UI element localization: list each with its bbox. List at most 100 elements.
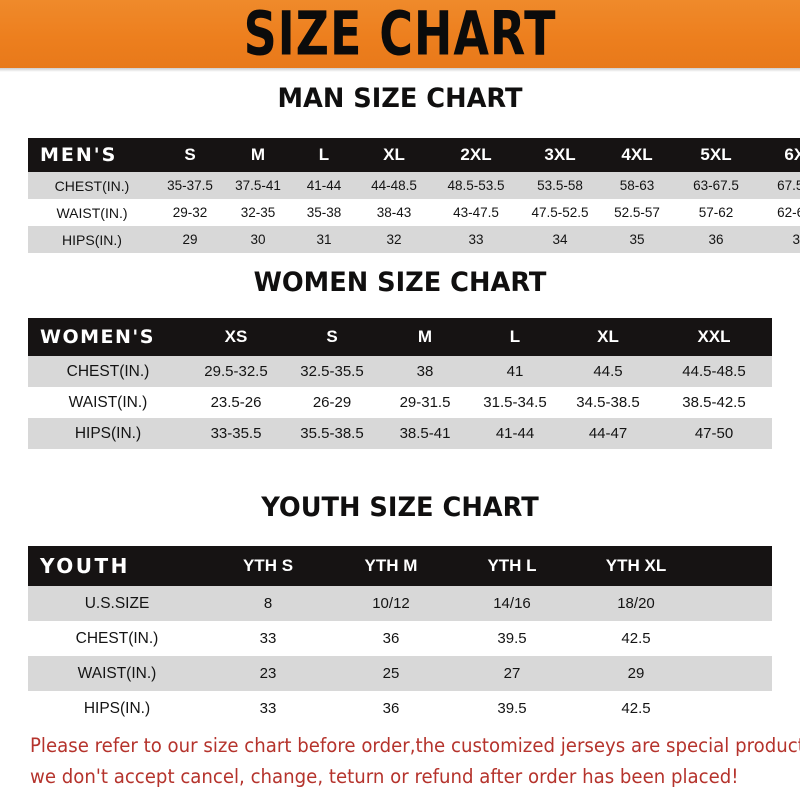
- youth-table-header-row: YOUTH YTH S YTH M YTH L YTH XL: [28, 546, 772, 586]
- cell: 67.5-72: [777, 178, 800, 193]
- table-row: U.S.SIZE 8 10/12 14/16 18/20: [28, 586, 772, 621]
- men-size-header: L: [318, 145, 330, 164]
- cell: 36: [382, 700, 400, 717]
- man-section-title: MAN SIZE CHART: [277, 83, 523, 114]
- cell: 33: [468, 232, 484, 247]
- men-size-header: XL: [383, 145, 405, 164]
- cell: 35: [629, 232, 645, 247]
- cell: 30: [250, 232, 266, 247]
- cell: 44.5: [593, 363, 623, 380]
- table-row: HIPS(IN.) 33 36 39.5 42.5: [28, 691, 772, 726]
- row-label: HIPS(IN.): [62, 231, 122, 248]
- cell: 36: [382, 630, 400, 647]
- row-label: HIPS(IN.): [83, 699, 151, 717]
- men-size-header: 5XL: [700, 145, 732, 164]
- women-header-label: WOMEN'S: [40, 326, 155, 348]
- page-banner: SIZE CHART: [0, 0, 800, 68]
- cell: 18/20: [617, 595, 655, 612]
- women-size-header: XXL: [697, 327, 731, 346]
- cell: 34: [552, 232, 568, 247]
- table-row: CHEST(IN.) 33 36 39.5 42.5: [28, 621, 772, 656]
- women-size-table: WOMEN'S XS S M L XL XXL CHEST(IN.) 29.5-…: [28, 318, 772, 449]
- cell: 29: [627, 665, 645, 682]
- cell: 32: [386, 232, 402, 247]
- youth-size-header: YTH L: [487, 556, 537, 575]
- cell: 33: [259, 630, 277, 647]
- table-row: WAIST(IN.) 23 25 27 29: [28, 656, 772, 691]
- table-row: HIPS(IN.) 29 30 31 32 33 34 35 36 37: [28, 226, 800, 253]
- banner-title: SIZE CHART: [243, 0, 557, 68]
- cell-spacer: [700, 691, 772, 726]
- cell: 33-35.5: [210, 425, 262, 442]
- cell: 29.5-32.5: [204, 363, 268, 380]
- women-table-header-row: WOMEN'S XS S M L XL XXL: [28, 318, 772, 356]
- cell: 38.5-42.5: [682, 394, 746, 411]
- cell: 58-63: [619, 178, 655, 193]
- men-size-header: 2XL: [460, 145, 492, 164]
- women-size-header: M: [417, 327, 433, 346]
- cell: 31: [316, 232, 332, 247]
- cell: 52.5-57: [614, 205, 660, 220]
- cell: 23.5-26: [210, 394, 262, 411]
- cell: 23: [259, 665, 277, 682]
- women-size-header: S: [326, 327, 338, 346]
- cell: 8: [263, 595, 273, 612]
- cell: 33: [259, 700, 277, 717]
- women-size-header: XS: [224, 327, 248, 346]
- cell: 27: [503, 665, 521, 682]
- cell: 48.5-53.5: [447, 178, 505, 193]
- row-label: CHEST(IN.): [54, 177, 130, 194]
- cell: 34.5-38.5: [576, 394, 640, 411]
- row-label: WAIST(IN.): [68, 393, 148, 411]
- cell: 38: [416, 363, 434, 380]
- cell: 38-43: [376, 205, 412, 220]
- women-size-header: L: [509, 327, 521, 346]
- women-section-title: WOMEN SIZE CHART: [253, 267, 547, 298]
- order-notice-line-1: Please refer to our size chart before or…: [30, 734, 800, 757]
- table-row: WAIST(IN.) 23.5-26 26-29 29-31.5 31.5-34…: [28, 387, 772, 418]
- table-row: HIPS(IN.) 33-35.5 35.5-38.5 38.5-41 41-4…: [28, 418, 772, 449]
- youth-header-label: YOUTH: [40, 554, 130, 578]
- cell: 35-38: [306, 205, 342, 220]
- men-size-header: 4XL: [621, 145, 653, 164]
- cell: 42.5: [621, 630, 651, 647]
- cell: 42.5: [621, 700, 651, 717]
- cell: 44.5-48.5: [682, 363, 746, 380]
- cell: 35.5-38.5: [300, 425, 364, 442]
- cell: 39.5: [497, 630, 527, 647]
- row-label: CHEST(IN.): [66, 362, 150, 380]
- cell: 38.5-41: [399, 425, 451, 442]
- men-size-header: M: [250, 145, 266, 164]
- cell: 62-66.5: [777, 205, 800, 220]
- cell: 26-29: [312, 394, 352, 411]
- cell: 37: [792, 232, 800, 247]
- cell: 41: [506, 363, 524, 380]
- cell: 47.5-52.5: [531, 205, 589, 220]
- cell: 29-31.5: [399, 394, 451, 411]
- cell: 32.5-35.5: [300, 363, 364, 380]
- cell: 39.5: [497, 700, 527, 717]
- row-label: CHEST(IN.): [75, 629, 159, 647]
- men-size-header: 3XL: [544, 145, 576, 164]
- row-label: WAIST(IN.): [77, 664, 157, 682]
- table-row: CHEST(IN.) 35-37.5 37.5-41 41-44 44-48.5…: [28, 172, 800, 199]
- order-notice: Please refer to our size chart before or…: [30, 730, 800, 792]
- cell: 36: [708, 232, 724, 247]
- cell: 53.5-58: [537, 178, 583, 193]
- cell-spacer: [700, 586, 772, 621]
- youth-header-spacer: [700, 546, 772, 586]
- table-row: CHEST(IN.) 29.5-32.5 32.5-35.5 38 41 44.…: [28, 356, 772, 387]
- men-table-header-row: MEN'S S M L XL 2XL 3XL 4XL 5XL 6XL: [28, 138, 800, 172]
- table-row: WAIST(IN.) 29-32 32-35 35-38 38-43 43-47…: [28, 199, 800, 226]
- men-size-table: MEN'S S M L XL 2XL 3XL 4XL 5XL 6XL CHEST…: [28, 138, 800, 253]
- cell: 44-47: [588, 425, 628, 442]
- cell: 37.5-41: [235, 178, 281, 193]
- youth-size-header: YTH XL: [605, 556, 667, 575]
- cell: 31.5-34.5: [483, 394, 547, 411]
- cell: 14/16: [493, 595, 531, 612]
- cell: 25: [382, 665, 400, 682]
- order-notice-line-2: we don't accept cancel, change, teturn o…: [30, 765, 739, 788]
- cell: 35-37.5: [167, 178, 213, 193]
- cell: 29: [182, 232, 198, 247]
